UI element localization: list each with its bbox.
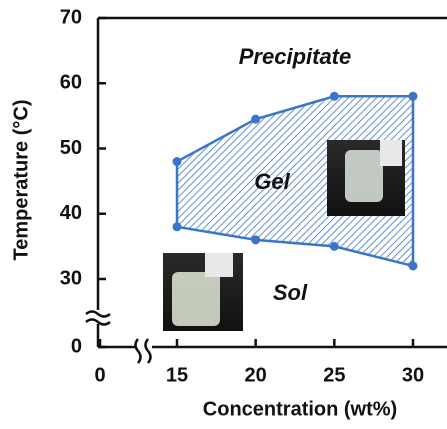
data-point [330, 92, 339, 101]
data-point [173, 222, 182, 231]
x-tick-label: 15 [166, 364, 188, 386]
gel-photo [327, 140, 405, 216]
x-tick-label: 20 [245, 364, 267, 386]
data-point [251, 235, 260, 244]
y-tick-label: 50 [60, 137, 82, 159]
y-tick-label: 0 [71, 335, 82, 357]
data-point [251, 115, 260, 124]
y-tick-label: 70 [60, 6, 82, 28]
y-axis-title: Temperature (°C) [10, 100, 32, 261]
region-label: Gel [254, 169, 290, 194]
region-label: Precipitate [239, 44, 352, 69]
region-label: Sol [273, 280, 308, 305]
data-point [409, 261, 418, 270]
x-axis-title: Concentration (wt%) [203, 398, 397, 420]
chart: Temperature (°C) Concentration (wt%) Pre… [0, 0, 447, 424]
x-tick-label: 0 [94, 364, 105, 386]
sol-photo [163, 253, 243, 331]
x-tick-label: 30 [402, 364, 424, 386]
data-point [330, 242, 339, 251]
data-point [173, 157, 182, 166]
y-tick-label: 30 [60, 267, 82, 289]
data-point [409, 92, 418, 101]
x-tick-label: 25 [323, 364, 345, 386]
y-tick-label: 60 [60, 72, 82, 94]
y-tick-label: 40 [60, 202, 82, 224]
